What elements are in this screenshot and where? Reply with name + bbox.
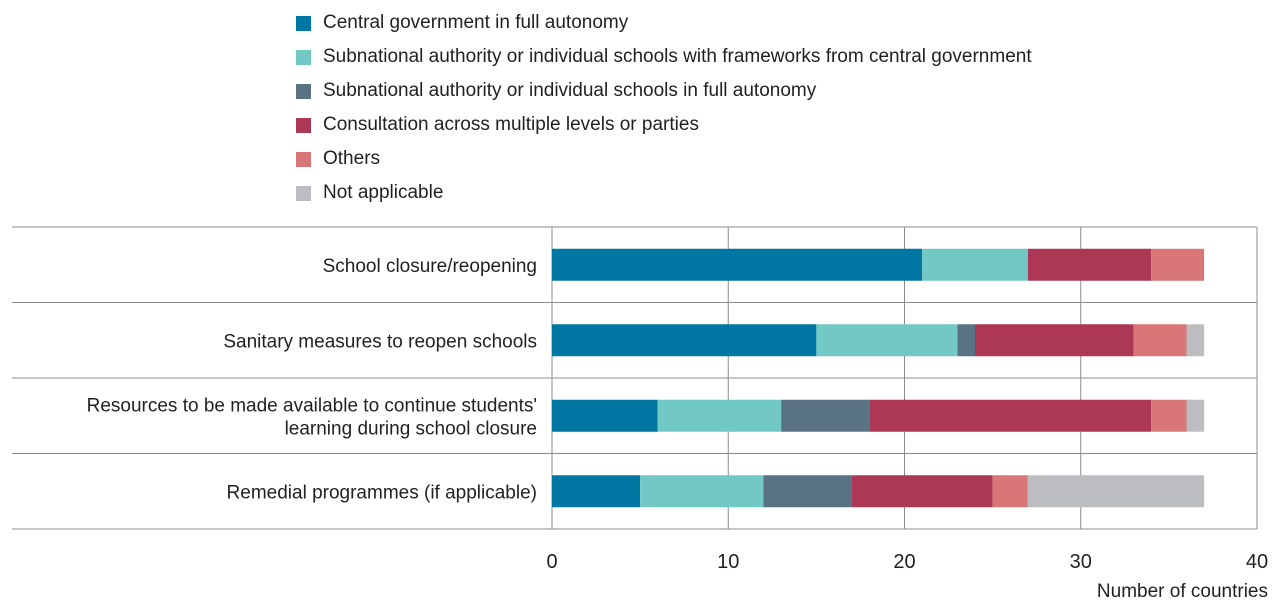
legend-label: Consultation across multiple levels or p…: [323, 114, 699, 135]
bar-segment: [851, 475, 993, 508]
bar-segment: [922, 248, 1028, 281]
bar-segment: [1027, 475, 1205, 508]
category-label-line: Sanitary measures to reopen schools: [223, 331, 537, 352]
x-tick-label: 30: [1070, 551, 1092, 573]
bar-segment: [1027, 248, 1152, 281]
category-label-line: School closure/reopening: [323, 256, 537, 277]
bar-segment: [869, 399, 1152, 432]
bar-layer: [552, 248, 1205, 508]
bar-segment: [992, 475, 1028, 508]
x-tick-label: 0: [546, 551, 557, 573]
category-label: Resources to be made available to contin…: [87, 395, 537, 439]
legend-label: Others: [323, 148, 381, 169]
category-label: Sanitary measures to reopen schools: [223, 331, 537, 352]
legend-swatch: [296, 117, 311, 133]
bar-segment: [781, 399, 870, 432]
category-label-line: learning during school closure: [285, 418, 537, 439]
legend-item: Consultation across multiple levels or p…: [296, 108, 1032, 142]
legend-item: Subnational authority or individual scho…: [296, 40, 1032, 74]
legend-swatch: [296, 49, 311, 65]
bar-segment: [1186, 399, 1205, 432]
category-label-line: Resources to be made available to contin…: [87, 395, 537, 416]
x-axis-title: Number of countries: [1097, 581, 1268, 602]
bar-segment: [957, 324, 975, 357]
legend-label: Central government in full autonomy: [323, 12, 629, 33]
x-tick-label: 10: [717, 551, 739, 573]
legend-swatch: [296, 151, 311, 167]
legend-swatch: [296, 83, 311, 99]
bar-segment: [975, 324, 1134, 357]
bar-segment: [816, 324, 958, 357]
x-tick-label: 40: [1246, 551, 1268, 573]
legend-label: Not applicable: [323, 182, 444, 203]
bar-segment: [552, 475, 641, 508]
x-tick-label: 20: [893, 551, 915, 573]
category-label-line: Remedial programmes (if applicable): [227, 482, 537, 503]
category-label: Remedial programmes (if applicable): [227, 482, 537, 503]
bar-segment: [640, 475, 764, 508]
bar-segment: [657, 399, 782, 432]
category-label: School closure/reopening: [323, 256, 537, 277]
bar-segment: [1151, 248, 1205, 281]
legend-swatch: [296, 15, 311, 31]
bar-segment: [1133, 324, 1187, 357]
bar-segment: [763, 475, 852, 508]
legend-item: Not applicable: [296, 176, 1032, 210]
bar-segment: [552, 324, 817, 357]
legend-item: Subnational authority or individual scho…: [296, 74, 1032, 108]
bar-segment: [1186, 324, 1205, 357]
legend-label: Subnational authority or individual scho…: [323, 80, 817, 101]
bar-segment: [1151, 399, 1187, 432]
legend-item: Others: [296, 142, 1032, 176]
legend-swatch: [296, 185, 311, 201]
bar-segment: [552, 248, 923, 281]
legend-item: Central government in full autonomy: [296, 6, 1032, 40]
label-layer: 0 10 20 30 40 School closure/reopening Sanitar…: [87, 256, 1269, 573]
chart-legend: Central government in full autonomy Subn…: [296, 6, 1032, 210]
bar-segment: [552, 399, 658, 432]
legend-label: Subnational authority or individual scho…: [323, 46, 1032, 67]
